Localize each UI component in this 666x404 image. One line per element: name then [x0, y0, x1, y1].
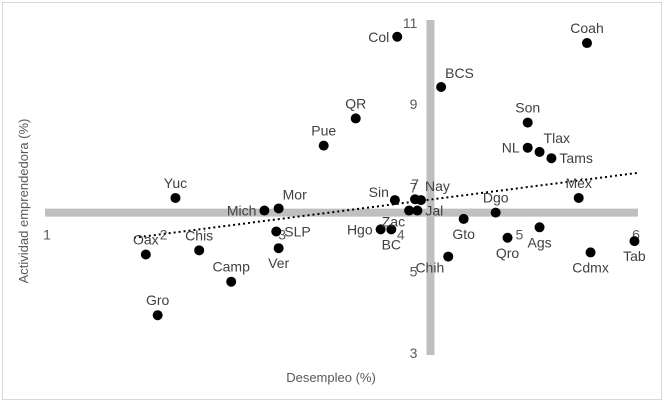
- data-point-sin: [389, 195, 400, 206]
- point-label-zac: Zac: [382, 214, 405, 230]
- data-point-son: [522, 117, 533, 128]
- point-label-yuc: Yuc: [164, 175, 187, 191]
- x-tick-label: 3: [278, 227, 286, 243]
- point-label-chis: Chis: [185, 227, 213, 243]
- points-layer: [140, 31, 640, 321]
- data-point-pue: [318, 140, 329, 151]
- data-point-nl: [522, 142, 533, 153]
- data-point-mor: [273, 203, 284, 214]
- point-label-tab: Tab: [623, 248, 646, 264]
- point-label-mich: Mich: [227, 203, 257, 219]
- data-point-gto: [458, 213, 469, 224]
- point-label-jal: Jal: [425, 203, 443, 219]
- point-label-cdmx: Cdmx: [572, 259, 609, 275]
- data-point-yuc: [170, 192, 181, 203]
- data-point-ags: [534, 222, 545, 233]
- point-label-nl: NL: [502, 140, 520, 156]
- point-label-gro: Gro: [146, 292, 170, 308]
- data-point-nay: [415, 195, 426, 206]
- y-tick-label: 3: [410, 345, 418, 361]
- data-point-méx: [573, 192, 584, 203]
- point-label-oax: Oax: [133, 232, 159, 248]
- data-point-bc: [386, 224, 397, 235]
- point-label-ver: Ver: [268, 255, 289, 271]
- data-point-cdmx: [585, 247, 596, 258]
- y-tick-label: 7: [410, 180, 418, 196]
- point-label-ags: Ags: [527, 234, 551, 250]
- data-point-col: [392, 31, 403, 42]
- x-tick-label: 1: [43, 227, 51, 243]
- point-label-qro: Qro: [496, 245, 520, 261]
- y-tick-label: 9: [410, 96, 418, 112]
- point-label-tlax: Tlax: [544, 130, 570, 146]
- data-point-slp: [271, 226, 282, 237]
- y-tick-label: 11: [403, 15, 418, 31]
- data-point-oax: [140, 249, 151, 260]
- point-label-son: Son: [515, 100, 540, 116]
- chart-frame: [2, 2, 662, 400]
- y-tick-label: 5: [410, 263, 418, 279]
- data-point-tams: [546, 153, 557, 164]
- crosshair-layer: [45, 20, 638, 355]
- data-point-tlax: [534, 146, 545, 157]
- data-point-bcs: [436, 82, 447, 92]
- data-point-hgo: [375, 224, 386, 235]
- tick-labels-layer: 1 2 3 4 5 6 3 5 7 9 11: [43, 15, 640, 361]
- x-tick-label: 2: [160, 227, 168, 243]
- x-axis-title: Desempleo (%): [286, 370, 376, 385]
- data-point-mich: [259, 205, 270, 216]
- point-label-coah: Coah: [570, 20, 603, 36]
- point-label-qr: QR: [345, 95, 366, 111]
- data-point-tab: [629, 236, 640, 247]
- point-label-pue: Pue: [311, 123, 336, 139]
- x-tick-label: 6: [632, 227, 640, 243]
- point-label-hgo: Hgo: [347, 221, 373, 237]
- point-label-mor: Mor: [283, 186, 307, 202]
- point-label-nay: Nay: [425, 178, 450, 194]
- x-tick-label: 5: [516, 227, 524, 243]
- data-point-qr: [350, 113, 361, 124]
- point-label-camp: Camp: [213, 259, 251, 275]
- point-label-chih: Chih: [415, 260, 444, 276]
- point-label-gto: Gto: [452, 226, 475, 242]
- data-point-chih: [443, 251, 454, 262]
- x-tick-label: 4: [397, 227, 405, 243]
- point-labels-layer: Col Coah BCS QR Son Pue NL Tlax Tams Méx Yuc Mich Mo…: [133, 20, 646, 308]
- data-point-gro: [152, 310, 163, 321]
- data-point-camp: [226, 276, 237, 287]
- point-label-7: 7: [411, 176, 419, 192]
- point-label-slp: SLP: [284, 223, 310, 239]
- data-point-qro: [502, 232, 513, 243]
- data-point-ver: [273, 243, 284, 254]
- point-label-dgo: Dgo: [483, 190, 509, 206]
- data-point-chis: [194, 245, 205, 256]
- point-label-bc: BC: [382, 236, 401, 252]
- data-point-jal: [412, 205, 423, 216]
- point-label-tams: Tams: [559, 150, 592, 166]
- data-point-zac: [404, 205, 415, 216]
- data-point-coah: [582, 38, 593, 49]
- point-label-bcs: BCS: [445, 65, 474, 81]
- point-label-sin: Sin: [369, 184, 389, 200]
- point-label-méx: Méx: [565, 175, 591, 191]
- point-label-col: Col: [368, 29, 389, 45]
- data-point-dgo: [490, 207, 501, 218]
- y-axis-title: Actividad emprendedora (%): [16, 119, 31, 284]
